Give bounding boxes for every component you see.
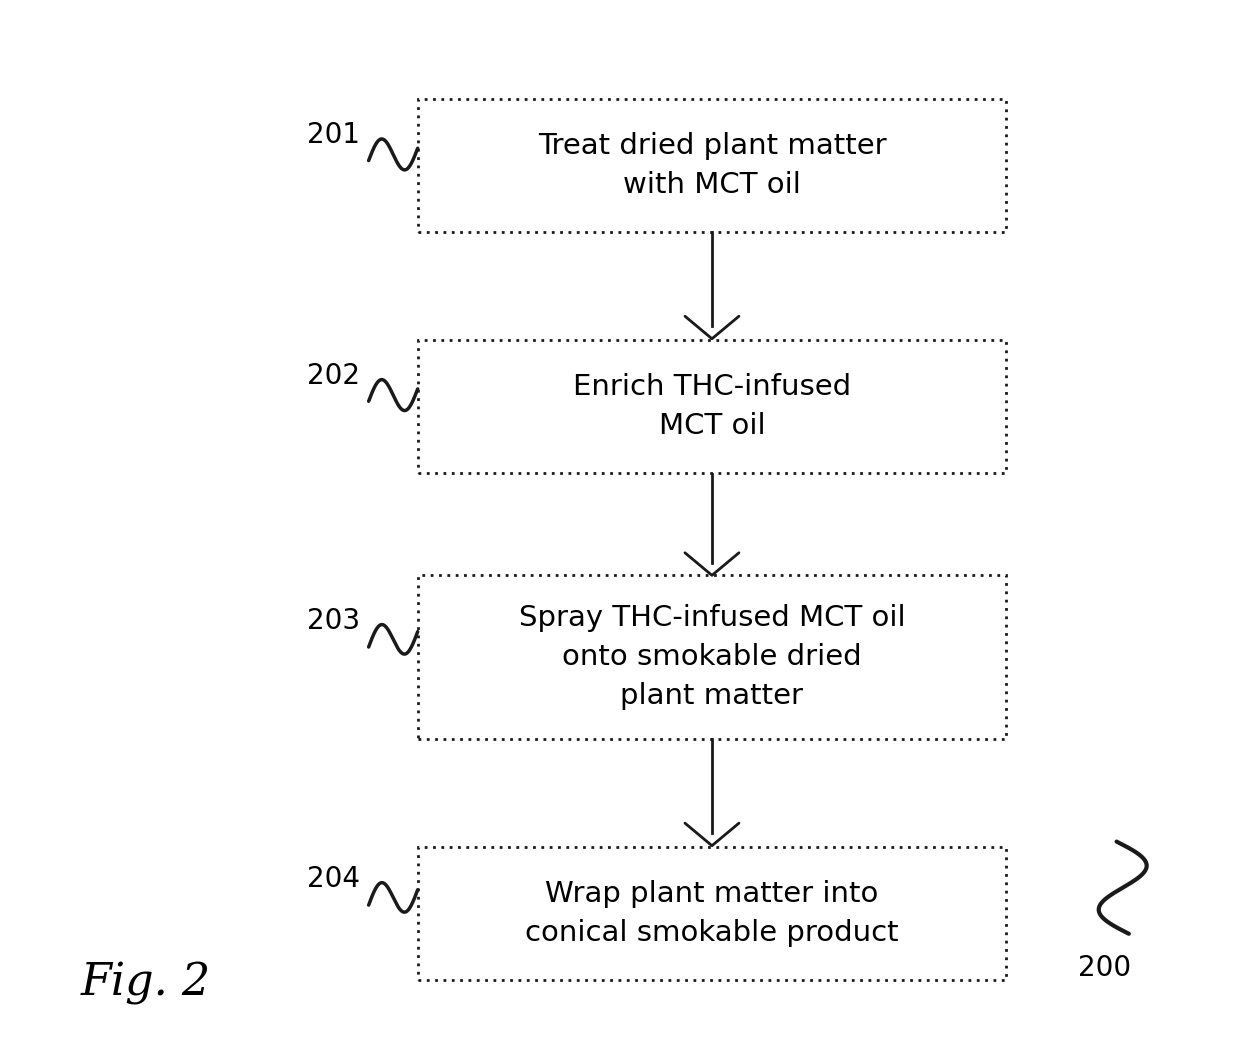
Text: Enrich THC-infused
MCT oil: Enrich THC-infused MCT oil [573, 373, 851, 440]
Bar [418, 99, 1006, 233]
Bar [418, 339, 1006, 473]
Text: 203: 203 [308, 607, 361, 635]
Text: 204: 204 [308, 866, 361, 894]
Text: Wrap plant matter into
conical smokable product: Wrap plant matter into conical smokable … [526, 880, 899, 947]
Text: 201: 201 [308, 121, 361, 149]
Text: 202: 202 [308, 361, 361, 389]
Bar [418, 847, 1006, 980]
Text: Fig. 2: Fig. 2 [81, 962, 211, 1006]
Text: 200: 200 [1078, 954, 1131, 982]
Bar [418, 575, 1006, 739]
Text: Treat dried plant matter
with MCT oil: Treat dried plant matter with MCT oil [538, 132, 887, 199]
Text: Spray THC-infused MCT oil
onto smokable dried
plant matter: Spray THC-infused MCT oil onto smokable … [518, 604, 905, 710]
